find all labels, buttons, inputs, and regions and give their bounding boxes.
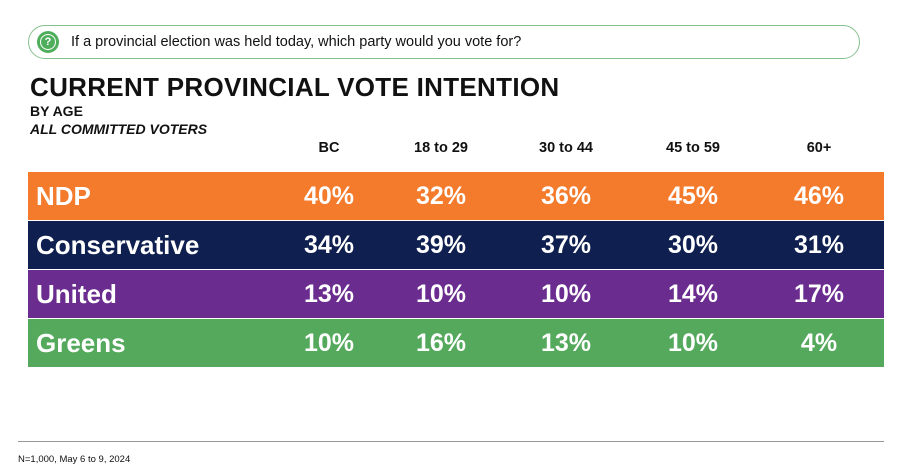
chart-title: CURRENT PROVINCIAL VOTE INTENTION (30, 72, 560, 102)
value-cell: 40% (303, 182, 355, 210)
column-header: 18 to 29 (414, 140, 468, 156)
value-cell: 13% (540, 329, 592, 357)
value-cell: 32% (415, 182, 467, 210)
question-text: If a provincial election was held today,… (71, 34, 522, 50)
question-bar: ? If a provincial election was held toda… (28, 25, 860, 59)
value-cell: 16% (415, 329, 467, 357)
party-row-greens: Greens 10% 16% 13% 10% 4% (28, 319, 884, 367)
value-cell: 4% (800, 329, 838, 357)
party-label: Greens (36, 328, 126, 358)
party-label: United (36, 279, 117, 309)
column-header: 45 to 59 (666, 140, 720, 156)
value-cell: 10% (667, 329, 719, 357)
value-cell: 30% (667, 231, 719, 259)
value-cell: 36% (540, 182, 592, 210)
value-cell: 14% (667, 280, 719, 308)
party-label: NDP (36, 181, 91, 211)
value-cell: 10% (540, 280, 592, 308)
column-header: BC (318, 140, 340, 156)
value-cell: 10% (415, 280, 467, 308)
chart-subtitle-voters: ALL COMMITTED VOTERS (30, 121, 208, 137)
value-cell: 45% (667, 182, 719, 210)
party-row-united: United 13% 10% 10% 14% 17% (28, 270, 884, 318)
value-cell: 34% (303, 231, 355, 259)
chart-subtitle: BY AGE (30, 103, 83, 119)
column-header: 30 to 44 (539, 140, 593, 156)
value-cell: 46% (793, 182, 845, 210)
footer-divider (18, 441, 884, 442)
party-label: Conservative (36, 230, 200, 260)
footnote: N=1,000, May 6 to 9, 2024 (18, 454, 131, 465)
value-cell: 10% (303, 329, 355, 357)
party-row-conservative: Conservative 34% 39% 37% 30% 31% (28, 221, 884, 269)
value-cell: 31% (793, 231, 845, 259)
value-cell: 37% (540, 231, 592, 259)
value-cell: 39% (415, 231, 467, 259)
column-header: 60+ (806, 140, 832, 156)
value-cell: 13% (303, 280, 355, 308)
value-cell: 17% (793, 280, 845, 308)
party-row-ndp: NDP 40% 32% 36% 45% 46% (28, 172, 884, 220)
question-icon: ? (37, 31, 59, 53)
